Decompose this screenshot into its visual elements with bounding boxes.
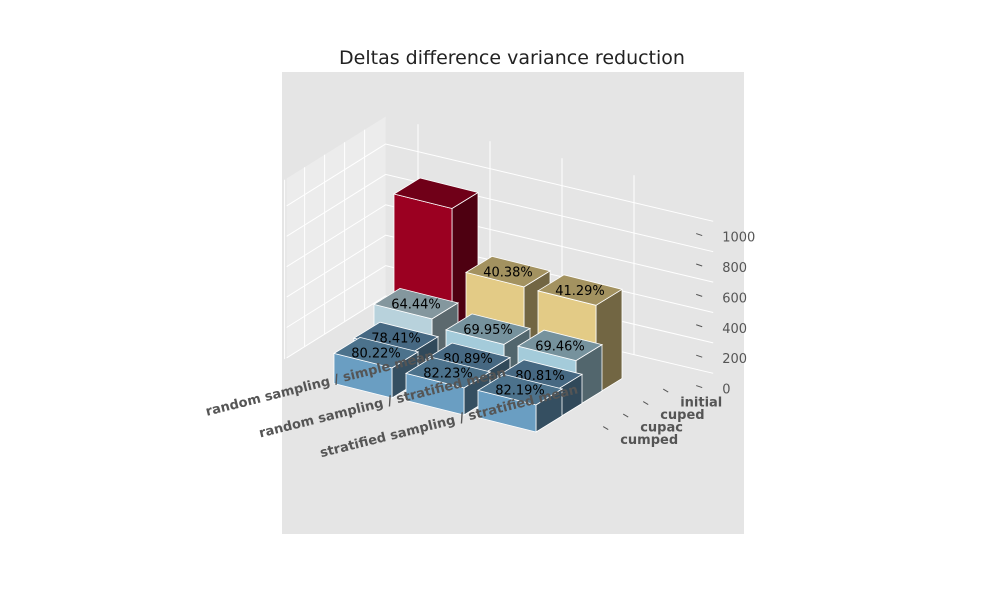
z-tick-label: 0 [722, 383, 730, 398]
z-tick-label: 800 [722, 261, 747, 276]
y-category-label: cuped [660, 408, 704, 423]
z-grid-line [286, 143, 714, 222]
bar-value-label: 80.22% [351, 347, 401, 362]
bar-value-label: 41.29% [555, 284, 605, 299]
bar-value-label: 69.95% [463, 323, 513, 338]
z-tick-label: 400 [722, 322, 747, 337]
z-tick-mark [696, 233, 703, 237]
z-tick-mark [696, 354, 703, 358]
bar-top-face [444, 313, 532, 345]
z-tick-mark [696, 293, 703, 297]
bar-top-face [476, 373, 564, 406]
y-tick-mark [622, 413, 629, 418]
axis-panes [286, 116, 386, 358]
bar-value-label: 64.44% [391, 298, 441, 313]
bar-cumped-2: 82.23% [404, 356, 492, 416]
bar-value-label: 82.23% [423, 367, 473, 382]
bar-top-face [372, 287, 460, 320]
y-tick-mark [602, 426, 609, 431]
y-tick-mark [662, 388, 669, 393]
bar-top-face [392, 177, 480, 209]
chart-title: Deltas difference variance reduction [339, 47, 685, 69]
z-tick-mark [696, 324, 703, 328]
bar-value-label: 69.46% [535, 339, 585, 354]
y-category-label: initial [680, 395, 722, 410]
y-category-label: cumped [620, 433, 678, 448]
bar-value-label: 40.38% [483, 266, 533, 281]
bar-cumped-1: 80.22% [332, 336, 420, 399]
bar-value-label: 78.41% [371, 331, 421, 346]
y-tick-mark [642, 401, 649, 406]
left-pane [286, 116, 386, 358]
bar-top-face [332, 336, 420, 369]
z-grid-line [286, 204, 714, 283]
z-tick-label: 200 [722, 352, 747, 367]
bars: 40.38%41.29%64.44%69.95%69.46%78.41%80.8… [332, 177, 624, 433]
bar-value-label: 82.19% [495, 384, 545, 399]
z-tick-label: 600 [722, 291, 747, 306]
bar-top-face [464, 255, 552, 288]
bar-top-face [516, 329, 604, 362]
bar-cumped-3: 82.19% [476, 373, 564, 433]
bar-top-face [536, 274, 624, 306]
bar-top-face [404, 356, 492, 389]
y-category-label: cupac [640, 420, 683, 435]
z-grid-line [286, 173, 714, 253]
z-tick-mark [696, 263, 703, 267]
z-tick-mark [696, 385, 703, 389]
z-tick-label: 1000 [722, 231, 755, 246]
